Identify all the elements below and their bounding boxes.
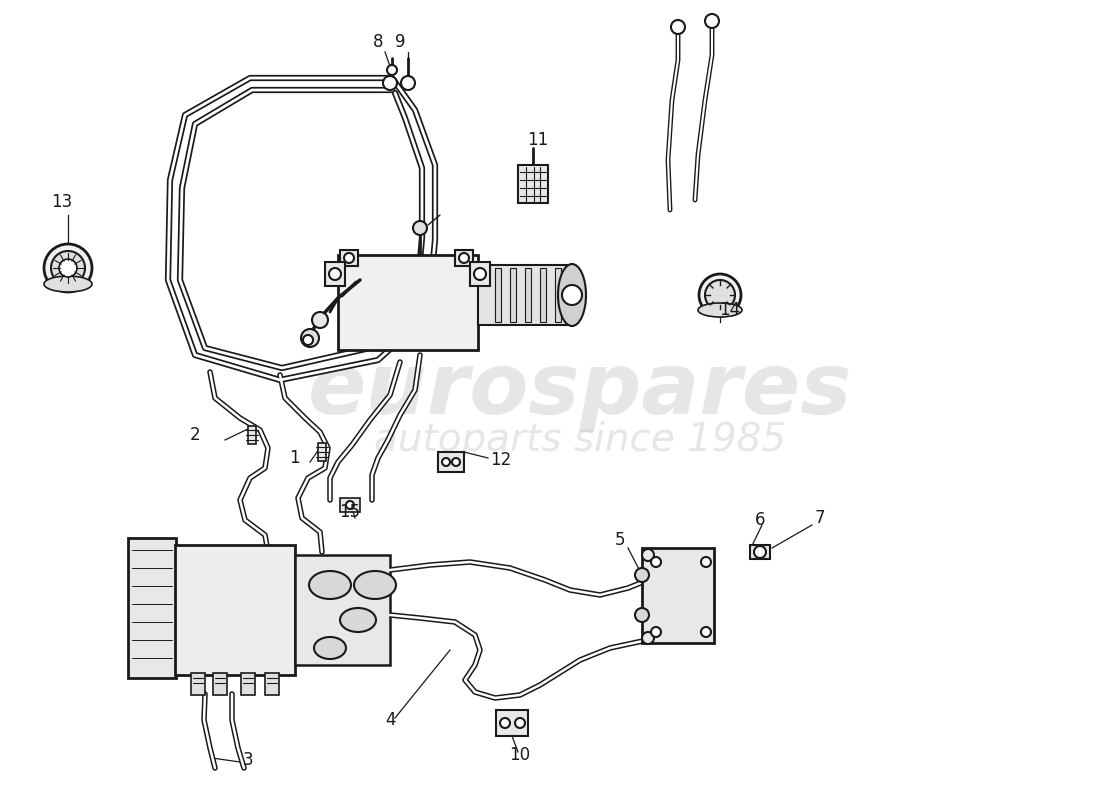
Circle shape — [701, 557, 711, 567]
Circle shape — [442, 458, 450, 466]
Circle shape — [635, 568, 649, 582]
Circle shape — [387, 65, 397, 75]
Text: 11: 11 — [527, 131, 549, 149]
Circle shape — [642, 549, 654, 561]
Ellipse shape — [44, 276, 92, 292]
Circle shape — [312, 312, 328, 328]
Bar — [241, 673, 255, 695]
Bar — [338, 255, 478, 350]
Text: 7: 7 — [815, 509, 825, 527]
Bar — [470, 262, 490, 286]
Bar — [438, 452, 464, 472]
Bar — [540, 268, 546, 322]
Bar — [265, 673, 279, 695]
Bar — [213, 673, 227, 695]
Bar — [175, 545, 295, 675]
Circle shape — [344, 253, 354, 263]
Text: 3: 3 — [243, 751, 253, 769]
Ellipse shape — [51, 251, 85, 285]
Circle shape — [474, 268, 486, 280]
Bar — [556, 268, 561, 322]
Text: 13: 13 — [52, 193, 73, 211]
Text: autoparts since 1985: autoparts since 1985 — [374, 421, 786, 459]
Circle shape — [705, 14, 719, 28]
Text: 14: 14 — [719, 301, 740, 319]
Text: 15: 15 — [340, 503, 361, 521]
Text: 8: 8 — [373, 33, 383, 51]
Circle shape — [651, 557, 661, 567]
Bar — [324, 262, 345, 286]
Bar — [642, 548, 714, 643]
Bar — [750, 545, 770, 559]
Circle shape — [671, 20, 685, 34]
Circle shape — [651, 627, 661, 637]
Text: 6: 6 — [755, 511, 766, 529]
Bar — [248, 426, 256, 444]
Bar — [478, 265, 568, 325]
Text: 2: 2 — [189, 426, 200, 444]
Circle shape — [329, 268, 341, 280]
Text: 10: 10 — [509, 746, 530, 764]
Bar — [128, 538, 176, 678]
Ellipse shape — [59, 259, 77, 277]
Text: 4: 4 — [385, 711, 395, 729]
Circle shape — [452, 458, 460, 466]
Circle shape — [346, 501, 354, 509]
Circle shape — [754, 546, 766, 558]
Circle shape — [515, 718, 525, 728]
Ellipse shape — [309, 571, 351, 599]
Bar — [495, 268, 500, 322]
Text: eurospares: eurospares — [308, 349, 852, 431]
Circle shape — [635, 608, 649, 622]
Ellipse shape — [340, 608, 376, 632]
Bar — [525, 268, 531, 322]
Bar — [191, 673, 205, 695]
Bar — [295, 555, 390, 665]
Text: 9: 9 — [395, 33, 405, 51]
Text: 12: 12 — [490, 451, 512, 469]
Ellipse shape — [705, 280, 735, 310]
Circle shape — [302, 335, 313, 345]
Circle shape — [642, 632, 654, 644]
Circle shape — [500, 718, 510, 728]
Circle shape — [459, 253, 469, 263]
Circle shape — [402, 76, 415, 90]
Bar — [455, 250, 473, 266]
Ellipse shape — [698, 303, 742, 317]
Bar — [518, 165, 548, 203]
Circle shape — [301, 329, 319, 347]
Text: 1: 1 — [289, 449, 300, 467]
Bar — [496, 710, 528, 736]
Circle shape — [562, 285, 582, 305]
Ellipse shape — [698, 274, 741, 316]
Circle shape — [383, 76, 397, 90]
Ellipse shape — [558, 264, 586, 326]
Ellipse shape — [314, 637, 346, 659]
Bar — [510, 268, 516, 322]
Ellipse shape — [354, 571, 396, 599]
Circle shape — [701, 627, 711, 637]
Bar — [318, 443, 326, 461]
Bar — [340, 250, 358, 266]
Circle shape — [412, 221, 427, 235]
Text: 5: 5 — [615, 531, 625, 549]
Ellipse shape — [44, 244, 92, 292]
Bar — [340, 498, 360, 512]
